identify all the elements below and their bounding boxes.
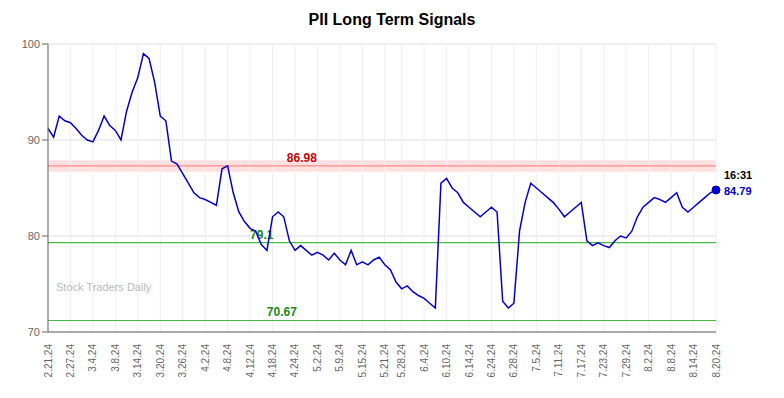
svg-text:5.9.24: 5.9.24 — [334, 344, 345, 372]
svg-text:7.11.24: 7.11.24 — [553, 344, 564, 377]
svg-text:80: 80 — [28, 230, 40, 242]
svg-text:6.14.24: 6.14.24 — [464, 344, 475, 378]
svg-text:3.4.24: 3.4.24 — [87, 344, 98, 372]
svg-text:8.2.24: 8.2.24 — [643, 344, 654, 372]
svg-text:5.15.24: 5.15.24 — [357, 344, 368, 378]
svg-text:3.20.24: 3.20.24 — [155, 344, 166, 378]
svg-text:70: 70 — [28, 326, 40, 338]
svg-text:79.1: 79.1 — [250, 227, 274, 242]
svg-text:7.23.24: 7.23.24 — [598, 344, 609, 378]
svg-text:16:31: 16:31 — [724, 169, 752, 181]
svg-text:4.24.24: 4.24.24 — [289, 344, 300, 378]
html-text:Stock Traders Daily: Stock Traders Daily — [56, 281, 152, 294]
svg-text:100: 100 — [22, 38, 40, 50]
svg-text:4.12.24: 4.12.24 — [245, 344, 256, 378]
svg-text:5.28.24: 5.28.24 — [396, 344, 407, 378]
svg-text:6.10.24: 6.10.24 — [441, 344, 452, 378]
svg-text:8.14.24: 8.14.24 — [688, 344, 699, 378]
svg-text:90: 90 — [28, 134, 40, 146]
svg-text:4.8.24: 4.8.24 — [222, 344, 233, 372]
svg-text:3.26.24: 3.26.24 — [177, 344, 188, 378]
svg-text:6.24.24: 6.24.24 — [486, 344, 497, 378]
svg-text:3.14.24: 3.14.24 — [132, 344, 143, 378]
svg-text:4.18.24: 4.18.24 — [267, 344, 278, 378]
svg-text:3.8.24: 3.8.24 — [110, 344, 121, 372]
svg-text:2.27.24: 2.27.24 — [65, 344, 76, 378]
svg-text:7.29.24: 7.29.24 — [621, 344, 632, 378]
svg-text:70.67: 70.67 — [267, 305, 297, 319]
svg-text:86.98: 86.98 — [287, 151, 317, 165]
svg-text:7.17.24: 7.17.24 — [576, 344, 587, 378]
svg-text:8.8.24: 8.8.24 — [666, 344, 677, 372]
html-text:PII Long Term Signals: PII Long Term Signals — [308, 11, 476, 28]
svg-text:5.2.24: 5.2.24 — [312, 344, 323, 372]
svg-text:7.5.24: 7.5.24 — [531, 344, 542, 372]
svg-text:2.21.24: 2.21.24 — [43, 344, 54, 378]
svg-text:8.20.24: 8.20.24 — [711, 344, 722, 378]
svg-text:6.4.24: 6.4.24 — [419, 344, 430, 372]
svg-text:6.28.24: 6.28.24 — [508, 344, 519, 378]
svg-text:5.21.24: 5.21.24 — [379, 344, 390, 378]
svg-text:4.2.24: 4.2.24 — [200, 344, 211, 372]
svg-text:84.79: 84.79 — [724, 185, 752, 197]
